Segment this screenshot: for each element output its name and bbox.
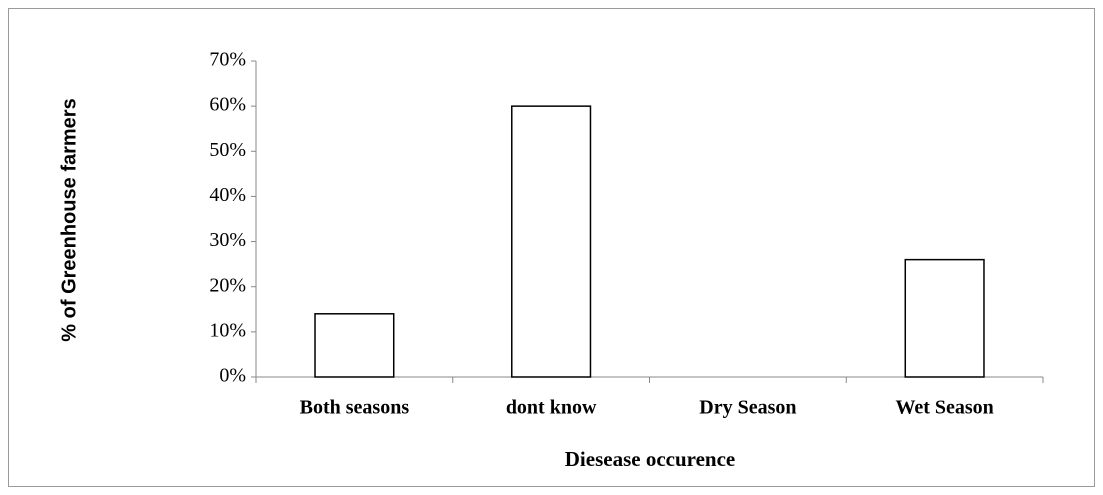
chart-frame: [8, 8, 1095, 487]
x-tick-label: Dry Season: [699, 397, 796, 419]
y-tick-label: 40%: [209, 184, 246, 206]
y-tick-label: 30%: [209, 229, 246, 251]
bar: [511, 105, 592, 378]
y-tick-label: 0%: [219, 365, 246, 387]
y-axis-label: % of Greenhouse farmers: [58, 98, 80, 341]
x-tick-label: Wet Season: [895, 397, 993, 419]
bar: [314, 313, 395, 378]
y-tick-label: 50%: [209, 139, 246, 161]
y-tick-label: 20%: [209, 274, 246, 296]
y-tick-label: 60%: [209, 94, 246, 116]
y-tick-label: 70%: [209, 49, 246, 71]
x-tick-label: Both seasons: [300, 397, 410, 419]
bar: [904, 258, 985, 378]
x-tick-label: dont know: [506, 397, 597, 419]
y-tick-label: 10%: [209, 319, 246, 341]
x-axis-label: Diesease occurence: [565, 447, 735, 471]
